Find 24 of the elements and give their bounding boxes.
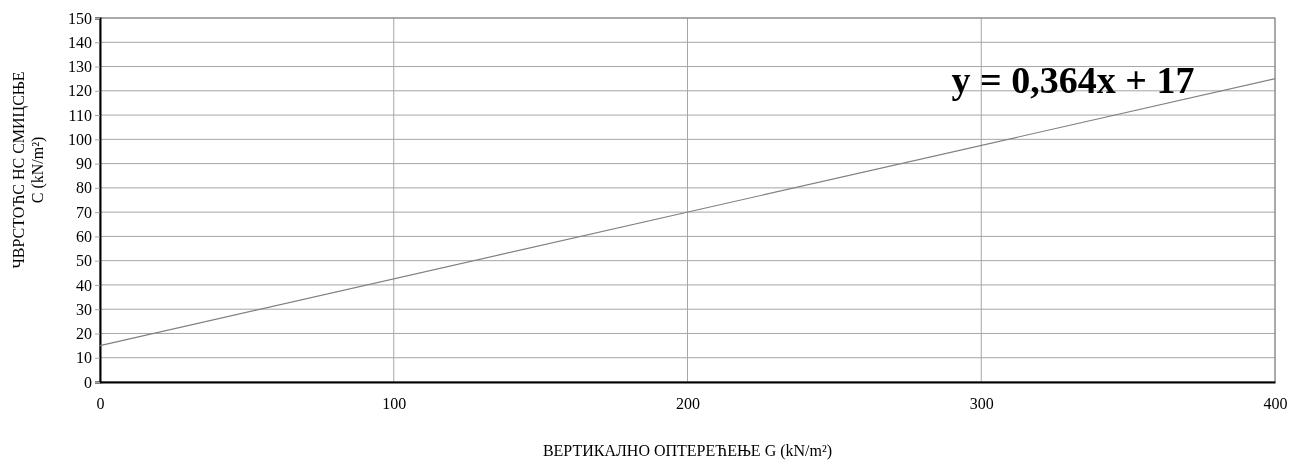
y-tick-label: 90 — [76, 155, 92, 173]
x-tick-label: 0 — [96, 395, 105, 413]
annotation: y = 0,364x + 17 — [951, 59, 1195, 101]
y-tick-label: 150 — [68, 9, 92, 27]
x-axis-title: ВЕРТИКАЛНО ОПТЕРЕЋЕЊЕ G (kN/m²) — [542, 442, 833, 460]
y-tick-label: 20 — [76, 325, 92, 343]
y-tick-label: 80 — [76, 179, 92, 197]
y-axis-title: ЧВРСТОЋС НС СМИЦСЊЕ C (kN/m²) — [10, 71, 47, 269]
y-tick-label: 40 — [76, 276, 92, 294]
x-tick-label: 200 — [676, 395, 700, 413]
y-tick-label: 70 — [76, 203, 92, 221]
y-tick-label: 130 — [68, 58, 92, 76]
y-tick-label: 10 — [76, 349, 92, 367]
x-tick-label: 300 — [969, 395, 994, 413]
y-tick-label: 60 — [76, 228, 92, 246]
y-tick-label: 100 — [68, 130, 92, 148]
y-tick-label: 120 — [68, 82, 92, 100]
x-tick-label: 400 — [1263, 395, 1288, 413]
y-tick-label: 50 — [76, 252, 92, 270]
y-tick-label: 30 — [76, 300, 92, 318]
y-tick-label: 0 — [84, 373, 92, 391]
x-tick-label: 100 — [382, 395, 407, 413]
y-tick-label: 140 — [68, 33, 92, 51]
y-tick-label: 110 — [68, 106, 92, 124]
